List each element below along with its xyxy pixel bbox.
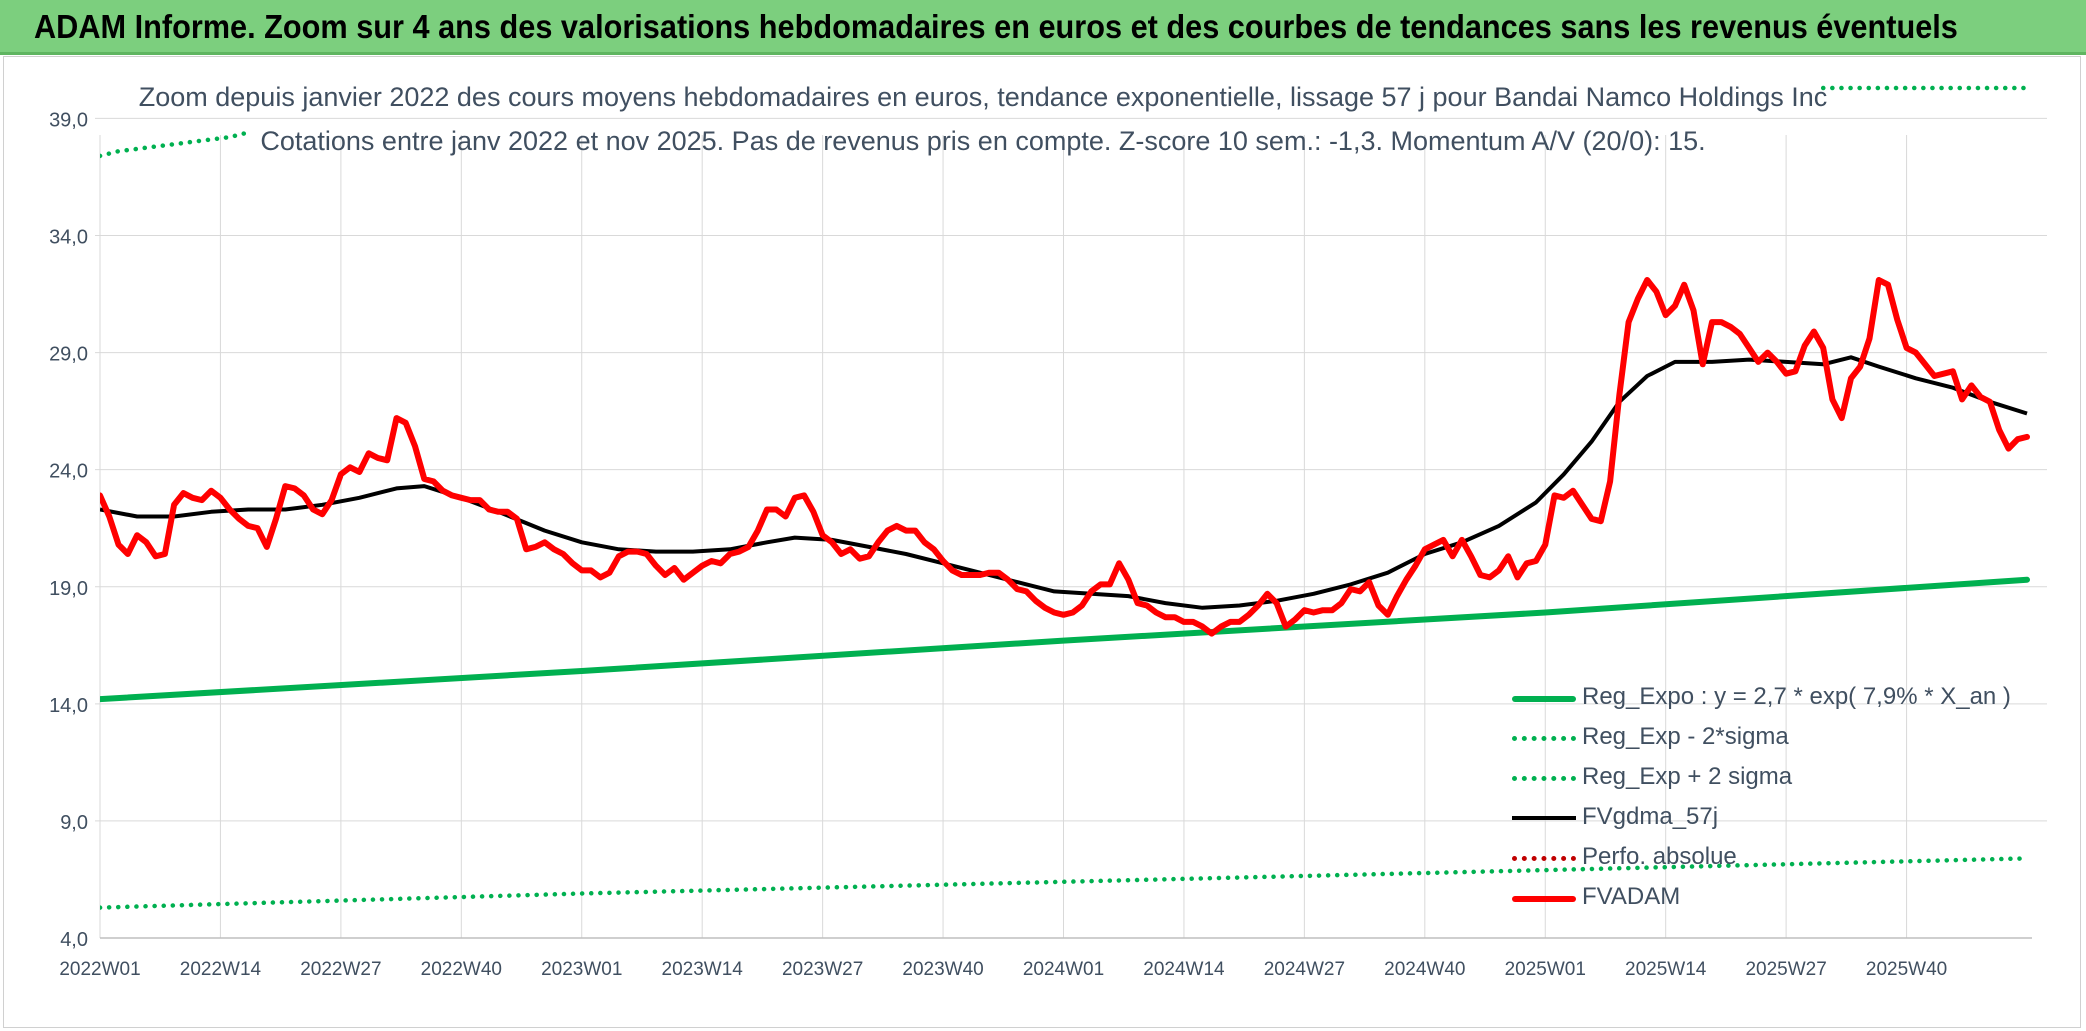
legend-label: Reg_Expo : y = 2,7 * exp( 7,9% * X_an ) [1582, 683, 2011, 710]
x-tick-label: 2022W27 [300, 959, 381, 980]
x-tick-label: 2022W40 [421, 959, 502, 980]
chart-title: Zoom depuis janvier 2022 des cours moyen… [138, 82, 1828, 112]
y-tick-label: 24,0 [49, 461, 88, 483]
y-tick-label: 39,0 [49, 109, 88, 131]
x-tick-label: 2025W27 [1745, 959, 1826, 980]
x-tick-label: 2023W40 [902, 959, 983, 980]
x-tick-label: 2023W14 [662, 959, 744, 980]
chart-legend: Reg_Expo : y = 2,7 * exp( 7,9% * X_an ) R… [1512, 677, 2012, 917]
legend-label: FVADAM [1582, 883, 1681, 910]
x-tick-label: 2023W01 [541, 959, 622, 980]
chart-subtitle: Cotations entre janv 2022 et nov 2025. P… [260, 126, 1706, 156]
legend-swatch [1512, 816, 1576, 820]
chart-frame [3, 56, 2081, 1028]
legend-item: Reg_Expo : y = 2,7 * exp( 7,9% * X_an ) [1512, 677, 2012, 717]
y-tick-label: 19,0 [49, 578, 88, 600]
reg-expo-line [100, 576, 2030, 703]
y-tick-label: 9,0 [60, 812, 88, 834]
legend-swatch [1512, 736, 1576, 741]
x-tick-label: 2024W27 [1264, 959, 1345, 980]
legend-swatch [1512, 856, 1576, 861]
legend-swatch [1512, 776, 1576, 781]
x-tick-label: 2023W27 [782, 959, 863, 980]
legend-item: Perfo. absolue [1512, 837, 2012, 877]
legend-label: FVgdma_57j [1582, 803, 1719, 830]
reg-exp-plus-2sigma-line [100, 130, 251, 159]
x-tick-label: 2025W14 [1625, 959, 1707, 980]
x-tick-label: 2025W40 [1866, 959, 1947, 980]
legend-swatch [1512, 696, 1576, 702]
x-tick-label: 2024W14 [1143, 959, 1225, 980]
legend-label: Reg_Exp + 2 sigma [1582, 763, 1793, 790]
legend-item: Reg_Exp + 2 sigma [1512, 757, 2012, 797]
legend-item: FVgdma_57j [1512, 797, 2012, 837]
legend-item: FVADAM [1512, 877, 2012, 917]
x-tick-label: 2022W01 [59, 959, 140, 980]
legend-label: Reg_Exp - 2*sigma [1582, 723, 1789, 750]
report-title: ADAM Informe. Zoom sur 4 ans des valoris… [34, 8, 1958, 45]
x-tick-label: 2022W14 [180, 959, 262, 980]
y-tick-label: 34,0 [49, 227, 88, 249]
x-tick-label: 2024W40 [1384, 959, 1465, 980]
report-banner: ADAM Informe. Zoom sur 4 ans des valoris… [0, 0, 2086, 55]
reg-exp-minus-2sigma-line [100, 856, 2030, 910]
fvadam-line [100, 277, 2030, 637]
x-tick-label: 2025W01 [1505, 959, 1586, 980]
legend-item: Reg_Exp - 2*sigma [1512, 717, 2012, 757]
legend-label: Perfo. absolue [1582, 843, 1737, 870]
legend-swatch [1512, 896, 1576, 902]
y-tick-label: 4,0 [60, 929, 88, 951]
y-tick-label: 29,0 [49, 344, 88, 366]
x-tick-label: 2024W01 [1023, 959, 1104, 980]
y-tick-label: 14,0 [49, 695, 88, 717]
